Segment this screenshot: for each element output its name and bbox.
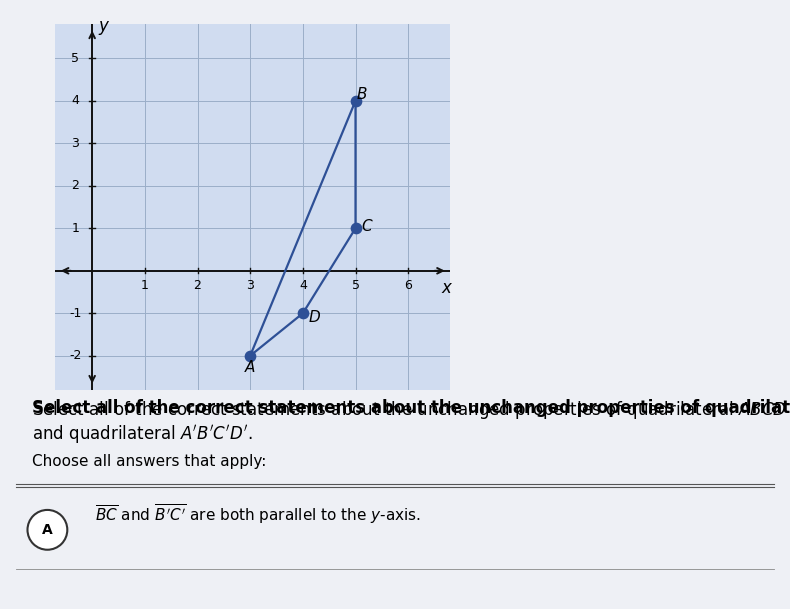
Text: x: x: [441, 279, 451, 297]
Text: $\overline{BC}$ and $\overline{B'C'}$ are both parallel to the $y$-axis.: $\overline{BC}$ and $\overline{B'C'}$ ar…: [95, 502, 420, 526]
Text: B: B: [356, 87, 367, 102]
Text: A: A: [42, 523, 53, 537]
Text: 2: 2: [194, 279, 201, 292]
Text: Select all of the correct statements about the unchanged properties of quadrilat: Select all of the correct statements abo…: [32, 399, 790, 417]
Text: 5: 5: [352, 279, 359, 292]
Text: D: D: [309, 310, 320, 325]
Point: [349, 96, 362, 106]
Text: y: y: [99, 18, 109, 35]
Text: 3: 3: [71, 137, 79, 150]
Text: -1: -1: [70, 307, 81, 320]
Text: 6: 6: [404, 279, 412, 292]
Point: [244, 351, 257, 361]
Text: 5: 5: [71, 52, 79, 65]
Text: 4: 4: [71, 94, 79, 107]
Text: 2: 2: [71, 179, 79, 192]
Point: [296, 308, 309, 318]
Text: 1: 1: [141, 279, 149, 292]
Circle shape: [28, 510, 67, 550]
Text: A: A: [245, 360, 255, 375]
Text: Choose all answers that apply:: Choose all answers that apply:: [32, 454, 266, 469]
Text: C: C: [362, 219, 372, 234]
Text: 4: 4: [299, 279, 307, 292]
Text: 1: 1: [71, 222, 79, 235]
Text: 3: 3: [246, 279, 254, 292]
Point: [349, 224, 362, 233]
Text: -2: -2: [70, 350, 81, 362]
Text: Select all of the correct statements about the unchanged properties of quadrilat: Select all of the correct statements abo…: [32, 399, 786, 421]
Text: and quadrilateral $A'B'C'D'$.: and quadrilateral $A'B'C'D'$.: [32, 423, 252, 446]
